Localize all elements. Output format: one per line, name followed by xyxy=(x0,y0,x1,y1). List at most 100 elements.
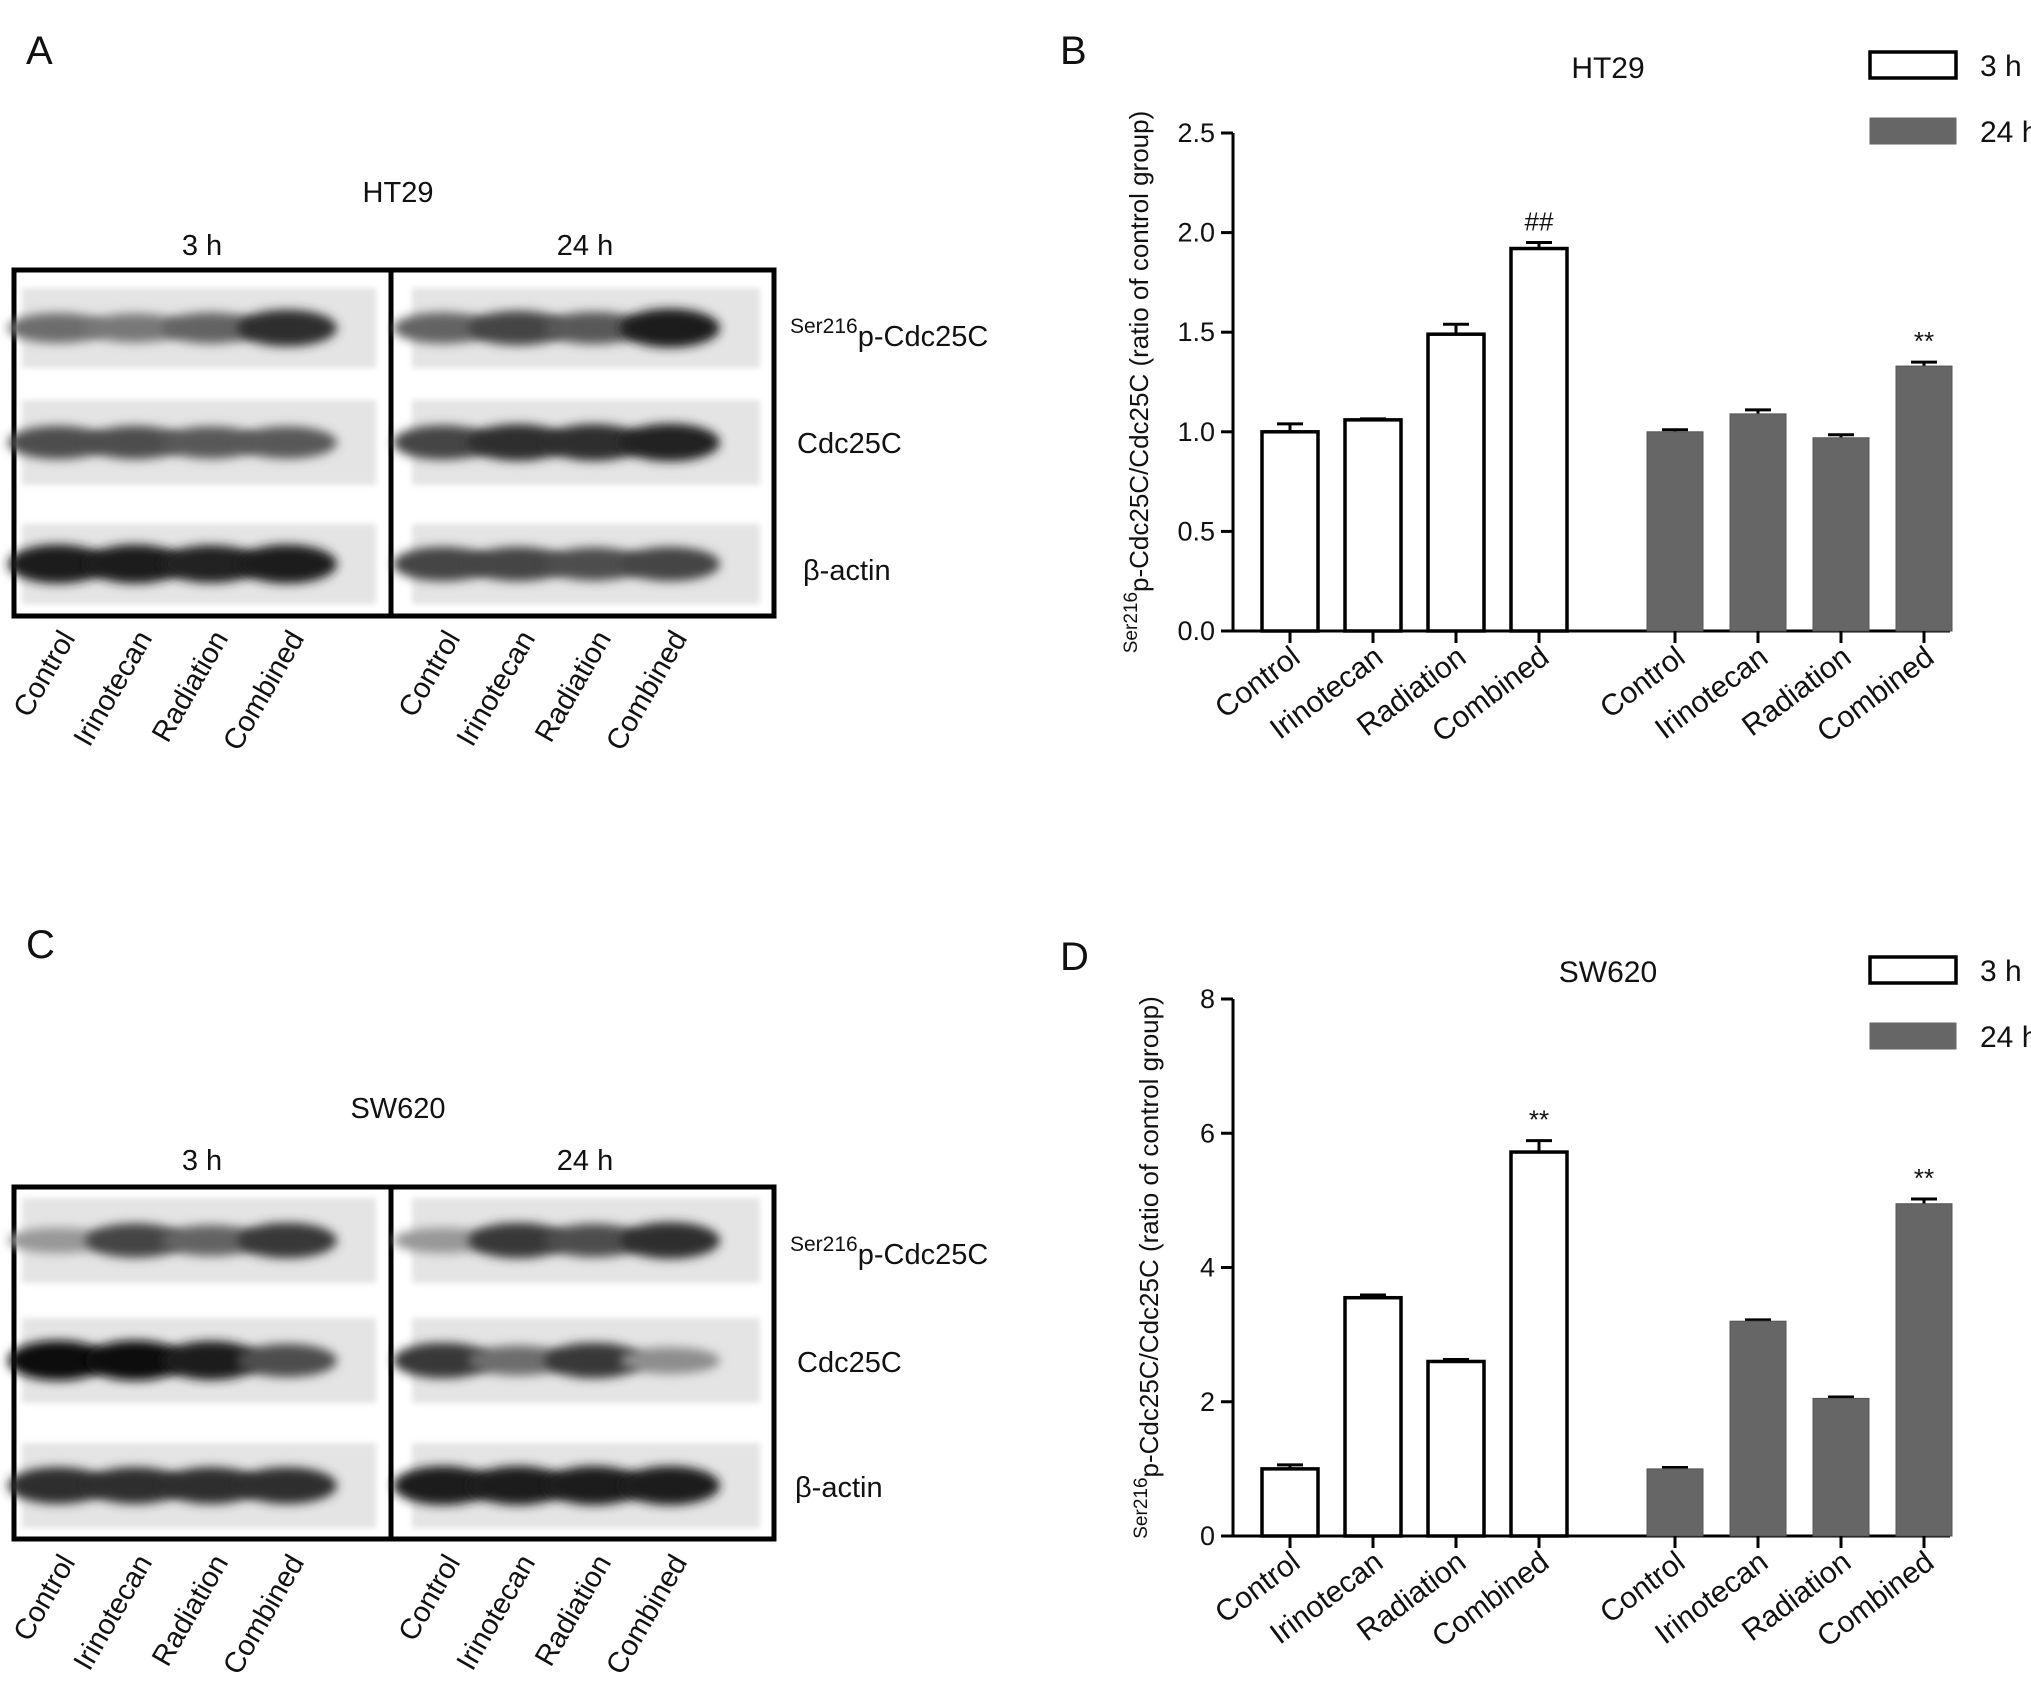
y-tick-label: 2 xyxy=(1200,1387,1215,1417)
blot-band xyxy=(85,313,185,343)
bar-24h-radiation xyxy=(1812,1397,1870,1537)
row-label-actin: β-actin xyxy=(803,555,891,587)
y-tick-label: 0.5 xyxy=(1177,516,1215,546)
blot-band xyxy=(8,1467,108,1504)
y-axis-label-sup: Ser216 xyxy=(1131,1477,1152,1538)
bar-3h-combined xyxy=(1509,246,1569,633)
blot-band xyxy=(620,1466,720,1505)
bar-3h-control xyxy=(1260,430,1320,633)
bar-3h-control xyxy=(1260,1467,1320,1538)
significance-marker: ** xyxy=(1914,1163,1934,1193)
bar-3h-irinotecan xyxy=(1343,418,1403,633)
blot-band xyxy=(161,1467,261,1504)
blot-band xyxy=(544,1342,644,1379)
bar-24h-combined xyxy=(1895,365,1953,632)
blot-band xyxy=(237,309,337,347)
bar-24h-combined xyxy=(1895,1203,1953,1537)
significance-marker: ** xyxy=(1529,1105,1549,1135)
y-axis-label: Ser216p-Cdc25C/Cdc25C (ratio of control … xyxy=(1121,111,1154,654)
blot-band xyxy=(8,1340,108,1381)
row-label-phospho: Ser216p-Cdc25C xyxy=(790,1233,988,1271)
blot-band xyxy=(85,425,185,460)
blot-band xyxy=(393,1466,493,1505)
lane-label: Control xyxy=(8,626,82,723)
chart-title: SW620 xyxy=(1559,956,1657,989)
blot-strips xyxy=(8,288,760,604)
blot-band xyxy=(620,1347,720,1374)
blot-band xyxy=(161,426,261,459)
y-tick-label: 1.5 xyxy=(1177,317,1215,347)
y-axis-label-main: p-Cdc25C/Cdc25C (ratio of control group) xyxy=(1124,111,1154,592)
bar-3h-combined xyxy=(1509,1150,1569,1538)
row-label-actin: β-actin xyxy=(795,1472,883,1504)
blot-band xyxy=(237,544,337,584)
blot-band xyxy=(85,1467,185,1504)
blot-band xyxy=(237,1343,337,1378)
chart-title: HT29 xyxy=(1571,52,1644,85)
blot-time-left: 3 h xyxy=(182,1145,222,1177)
western-blot-panel-c: SW620 3 h 24 h Ser216p-Cdc25C Cdc25C β-a… xyxy=(8,1093,989,1680)
blot-band xyxy=(393,546,493,582)
blot-band xyxy=(237,426,337,459)
blot-band xyxy=(161,545,261,583)
blot-band xyxy=(620,546,720,582)
blot-band xyxy=(468,546,568,582)
blot-band xyxy=(544,311,644,345)
bar-chart-d: 0 2 4 6 8 Ser216p-Cdc25C/Cdc25C (ratio of con… xyxy=(1131,955,2031,1654)
legend-swatch xyxy=(1868,955,1958,985)
bar-3h-radiation xyxy=(1426,332,1486,633)
blot-band xyxy=(620,308,720,348)
panel-letter-d: D xyxy=(1060,935,1089,979)
row-label-phospho-sup: Ser216 xyxy=(790,315,858,338)
blot-band xyxy=(85,544,185,584)
blot-band xyxy=(544,424,644,461)
legend-label: 24 h xyxy=(1980,1021,2031,1054)
legend-swatch xyxy=(1869,1022,1957,1050)
blot-band xyxy=(620,1222,720,1259)
lane-label: Control xyxy=(8,1550,82,1647)
bar-24h-irinotecan xyxy=(1729,413,1787,632)
bar-3h-radiation xyxy=(1426,1359,1486,1538)
blot-band xyxy=(468,1466,568,1505)
bar-chart-b: 0.0 0.5 1.0 1.5 2.0 2.5 Ser216p-Cdc25C/Cdc25C … xyxy=(1121,50,2031,749)
legend-label: 24 h xyxy=(1980,116,2031,149)
legend-label: 3 h xyxy=(1980,955,2022,988)
y-tick-label: 8 xyxy=(1200,984,1215,1014)
blot-band xyxy=(393,312,493,344)
lane-label: Control xyxy=(393,626,467,723)
blot-band xyxy=(8,1227,108,1254)
blot-band xyxy=(237,1222,337,1259)
blot-row-labels: Ser216p-Cdc25C Cdc25C β-actin xyxy=(790,315,988,587)
row-label-cdc25c: Cdc25C xyxy=(797,1347,902,1379)
legend-swatch xyxy=(1868,50,1958,80)
bar-24h-radiation xyxy=(1812,437,1870,632)
lane-label: Radiation xyxy=(529,1550,618,1672)
bar-24h-irinotecan xyxy=(1729,1320,1787,1537)
bar-24h-control xyxy=(1646,431,1704,632)
blot-band xyxy=(237,1467,337,1504)
significance-marker: ## xyxy=(1525,207,1554,237)
blot-band xyxy=(393,425,493,460)
lane-label: Radiation xyxy=(146,1550,235,1672)
blot-band xyxy=(161,1341,261,1380)
blot-band xyxy=(544,1223,644,1258)
western-blot-panel-a: HT29 3 h 24 h Ser216p-Cdc25C Cdc25C β-ac… xyxy=(8,177,989,756)
blot-band xyxy=(161,312,261,344)
blot-band xyxy=(620,423,720,462)
legend-swatch xyxy=(1869,117,1957,145)
y-tick-label: 1.0 xyxy=(1177,417,1215,447)
y-tick-label: 0 xyxy=(1200,1521,1215,1551)
blot-time-right: 24 h xyxy=(557,1145,613,1177)
blot-band xyxy=(468,310,568,346)
y-tick-label: 4 xyxy=(1200,1253,1215,1283)
blot-band xyxy=(393,1342,493,1379)
lane-label: Irinotecan xyxy=(68,626,159,752)
bar-3h-irinotecan xyxy=(1343,1295,1403,1538)
lane-label: Radiation xyxy=(146,626,235,748)
y-axis-label-sup: Ser216 xyxy=(1121,592,1142,653)
blot-band xyxy=(8,312,108,344)
blot-band xyxy=(468,1345,568,1376)
row-label-phospho: Ser216p-Cdc25C xyxy=(790,315,988,353)
